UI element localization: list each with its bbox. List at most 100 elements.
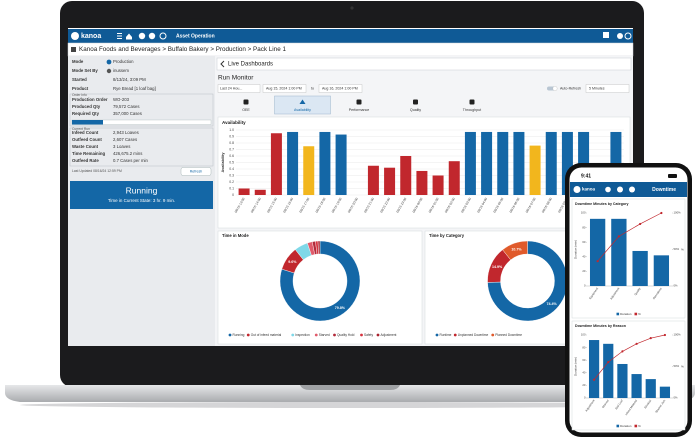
x-tick-label: 08/15 17:00 <box>298 197 310 214</box>
bar <box>254 189 266 195</box>
toggle-knob <box>552 86 558 91</box>
x-tick-label: 08/15 20:00 <box>347 197 359 214</box>
refresh-label[interactable]: Refresh <box>190 169 203 173</box>
menu-icon[interactable] <box>117 33 122 34</box>
pareto-point <box>607 360 610 364</box>
end-value[interactable]: Aug 16, 2024 1:00 PM <box>322 86 358 90</box>
tab-label[interactable]: Throughput <box>463 108 481 112</box>
bar <box>448 161 460 195</box>
power-icon[interactable] <box>624 32 632 40</box>
settings-icon[interactable] <box>617 33 623 39</box>
x-tick-label: 08/16 09:00 <box>557 197 569 214</box>
phone-forward-icon[interactable] <box>629 186 635 193</box>
tab[interactable] <box>387 96 444 114</box>
progress-fill <box>72 120 103 125</box>
x-tick-label: 08/15 13:00 <box>234 197 246 214</box>
phone-back-icon[interactable] <box>617 186 623 193</box>
legend-swatch <box>376 333 380 337</box>
field-value: 357,000 Cases <box>113 111 142 116</box>
interval-value[interactable]: 5 Minutes <box>589 86 605 90</box>
field-label: Time Remaining <box>72 151 105 156</box>
bar <box>335 134 347 195</box>
pareto-point <box>663 333 667 337</box>
phone-logo-icon <box>573 186 581 193</box>
tab[interactable] <box>444 96 500 114</box>
tree-icon <box>71 47 76 52</box>
back-arrow[interactable] <box>220 60 225 68</box>
tab[interactable] <box>218 96 274 114</box>
history-icon[interactable] <box>159 32 167 40</box>
refresh-button[interactable] <box>180 167 212 176</box>
bar <box>432 175 444 195</box>
bar <box>400 156 412 195</box>
field-value: WO-203 <box>113 97 130 102</box>
y-tick-label: 0.1 <box>229 186 234 190</box>
y-tick-label: 0 <box>584 284 586 288</box>
auto-refresh-label: Auto-Refresh <box>560 86 581 90</box>
bar <box>287 131 299 195</box>
start-value[interactable]: Aug 15, 2024 1:00 PM <box>266 86 302 90</box>
phone-home-icon[interactable] <box>605 186 611 193</box>
y2-tick-label: 50% <box>674 247 680 251</box>
tab[interactable] <box>331 96 387 114</box>
field-value: 79,572 Cases <box>113 104 140 109</box>
data-label: 9.6% <box>288 260 297 264</box>
bar <box>529 145 541 195</box>
tab-icon <box>413 99 418 105</box>
y-tick-label: 40 <box>582 371 586 375</box>
back-icon[interactable] <box>138 32 146 40</box>
tab-label[interactable]: OEE <box>242 108 250 112</box>
legend-label: Planned Downtime <box>495 333 522 337</box>
tab-label[interactable]: Availability <box>294 108 311 112</box>
home-icon[interactable] <box>126 33 132 40</box>
field-label: Waste Count <box>72 144 99 149</box>
bar <box>238 188 250 195</box>
x-tick-label: 08/16 06:00 <box>509 197 521 214</box>
bar <box>416 170 428 195</box>
tab-label[interactable]: Quality <box>410 108 421 112</box>
x-tick-label: 08/16 02:00 <box>444 197 456 214</box>
bar <box>617 363 628 398</box>
user-icon[interactable] <box>603 32 609 38</box>
legend-swatch <box>616 312 620 316</box>
pareto-point <box>592 378 596 381</box>
range-value[interactable]: Last 24 Hou... <box>220 86 242 90</box>
x-tick-label: 08/16 01:00 <box>428 197 440 214</box>
y2-tick-label: 0% <box>674 396 679 400</box>
y-tick-label: 60 <box>582 358 586 362</box>
field-label: Produced Qty <box>72 104 101 109</box>
field-value: Production <box>113 59 134 64</box>
tab[interactable] <box>274 95 331 115</box>
bar <box>481 131 493 195</box>
y-tick-label: 100 <box>581 211 586 215</box>
pareto-line <box>593 334 665 380</box>
tab-icon <box>299 99 306 104</box>
field-label: Infeed Count <box>72 130 99 135</box>
y-tick-label: 0.2 <box>229 180 234 184</box>
y2-tick-label: 100% <box>674 211 682 215</box>
tab-label[interactable]: Performance <box>349 108 370 112</box>
range-select[interactable] <box>217 84 261 93</box>
interval-select[interactable] <box>585 84 630 93</box>
forward-icon[interactable] <box>148 32 156 40</box>
field-value: 3 Loaves <box>113 144 130 149</box>
app-header <box>68 29 633 43</box>
phone-header <box>570 182 687 197</box>
end-input[interactable] <box>318 84 363 93</box>
legend-label: Duration <box>620 424 632 428</box>
tab-icon <box>243 99 249 105</box>
phone-logo: kanoa <box>582 187 596 192</box>
pareto-point <box>635 342 638 345</box>
y-tick-label: 1.0 <box>229 128 234 132</box>
x-tick-label: 08/15 23:00 <box>395 197 407 214</box>
breadcrumb[interactable]: Kanoa Foods and Beverages > Buffalo Bake… <box>79 46 286 53</box>
start-input[interactable] <box>262 84 307 93</box>
legend-swatch <box>360 333 363 337</box>
field-value: inussem <box>113 68 129 73</box>
legend-swatch <box>228 333 232 337</box>
laptop-notch <box>300 385 400 390</box>
bar <box>603 343 614 398</box>
y-axis-label: Duration (min) <box>573 357 577 376</box>
x-tick-label: Blocked <box>643 398 652 409</box>
current-run-box <box>69 127 214 167</box>
